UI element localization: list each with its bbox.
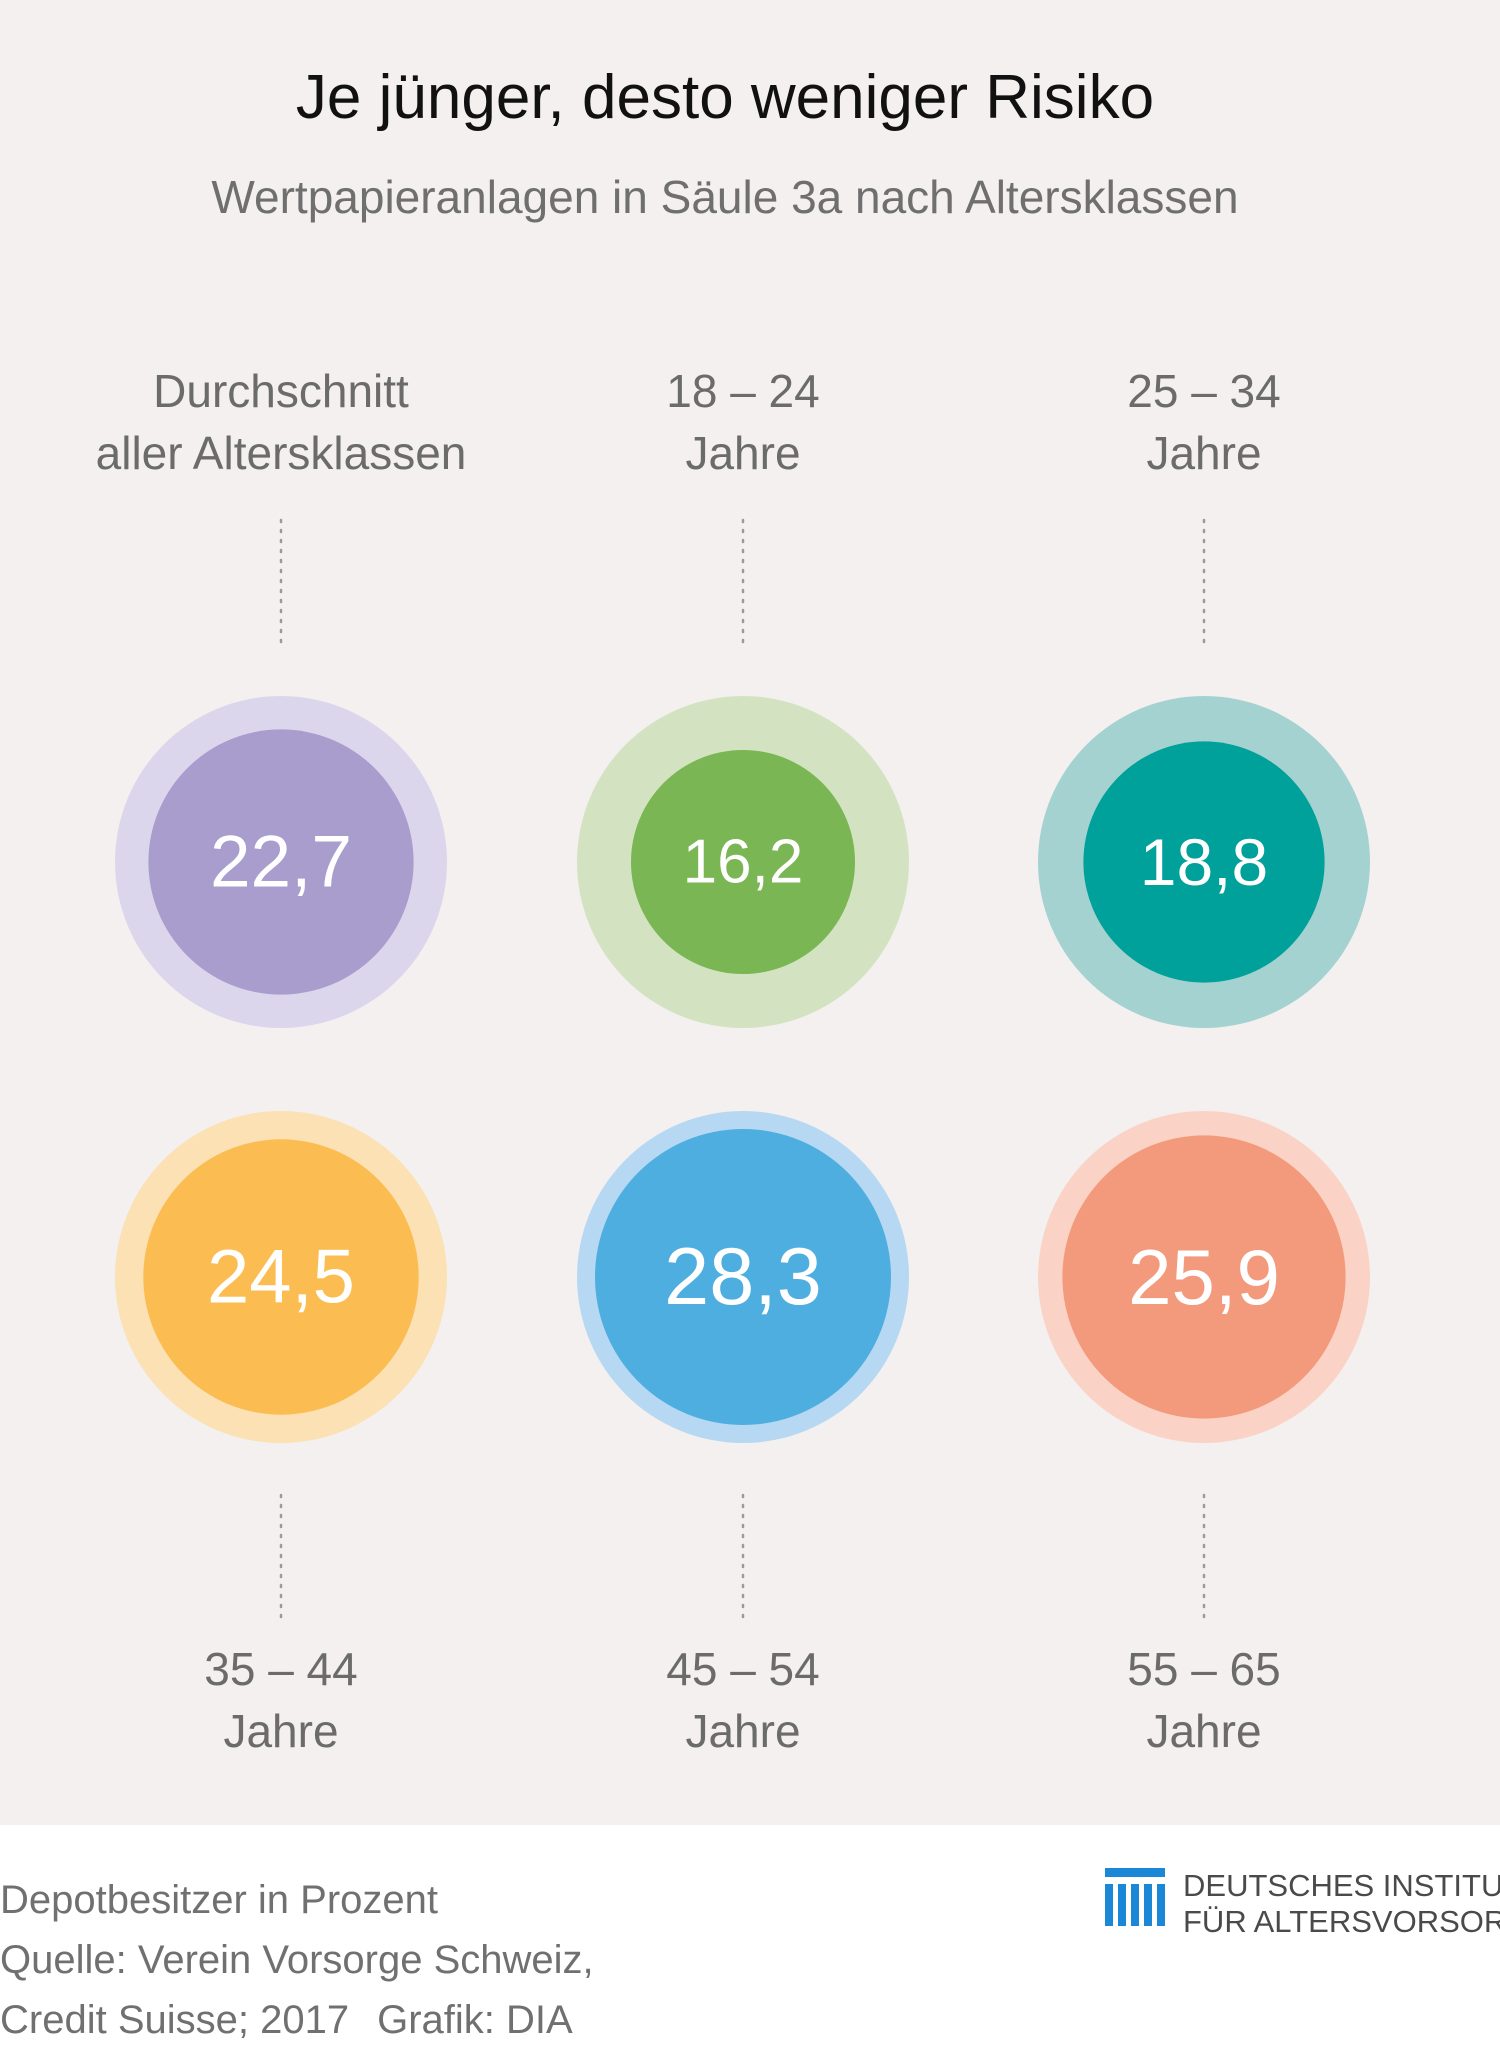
category-label-55-65: 55 – 65 Jahre [964, 1638, 1444, 1762]
category-label-45-54: 45 – 54 Jahre [503, 1638, 983, 1762]
bubble-value-label: 18,8 [1140, 825, 1268, 899]
category-label-25-34: 25 – 34 Jahre [964, 360, 1444, 484]
category-label-line2: aller Altersklassen [95, 427, 467, 479]
bubble-value-circle [143, 1139, 419, 1415]
category-label-line2: Jahre [1146, 1705, 1262, 1757]
category-label-line2: Jahre [685, 427, 801, 479]
category-label-line2: Jahre [685, 1705, 801, 1757]
logo-column-3 [1131, 1884, 1139, 1926]
bubble-value-circle [631, 750, 855, 974]
category-label-line2: Jahre [223, 1705, 339, 1757]
category-label-line1: Durchschnitt [153, 365, 409, 417]
chart-subtitle: Wertpapieranlagen in Säule 3a nach Alter… [211, 171, 1239, 223]
bubble-value-label: 28,3 [664, 1232, 822, 1322]
logo-column-2 [1118, 1884, 1126, 1926]
bubble-value-label: 22,7 [210, 822, 352, 903]
dia-logo-icon [1105, 1868, 1165, 1926]
logo-column-5 [1157, 1884, 1165, 1926]
bubble-value-label: 24,5 [207, 1235, 355, 1320]
logo-wordmark: DEUTSCHES INSTITUT FÜR ALTERSVORSORGE [1183, 1868, 1500, 1940]
source-year: Credit Suisse; 2017 [0, 1998, 350, 2042]
unit-note: Depotbesitzer in Prozent [0, 1878, 439, 1922]
bubble-chart: 22,7 16,2 18,8 24,5 28,3 25,9 [115, 518, 1370, 1620]
bubble-value-label: 16,2 [683, 828, 804, 897]
category-label-line1: 35 – 44 [204, 1643, 358, 1695]
category-label-line2: Jahre [1146, 427, 1262, 479]
bubble-value-circle [1062, 1135, 1346, 1419]
category-label-18-24: 18 – 24 Jahre [503, 360, 983, 484]
graphic-credit: Grafik: DIA [377, 1998, 573, 2042]
category-label-35-44: 35 – 44 Jahre [41, 1638, 521, 1762]
bubble-value-label: 25,9 [1128, 1233, 1280, 1321]
category-label-line1: 55 – 65 [1127, 1643, 1281, 1695]
logo-top-bar [1105, 1868, 1165, 1877]
category-label-average: Durchschnitt aller Altersklassen [41, 360, 521, 484]
footer-notes: Depotbesitzer in Prozent Quelle: Verein … [0, 1870, 594, 2050]
bubble-value-circle [148, 729, 414, 995]
logo-line1: DEUTSCHES INSTITUT [1183, 1868, 1500, 1903]
category-label-line1: 45 – 54 [666, 1643, 820, 1695]
bubble-value-circle [1083, 741, 1325, 983]
logo-column-1 [1105, 1884, 1113, 1926]
category-label-line1: 25 – 34 [1127, 365, 1281, 417]
source-credit-line: Credit Suisse; 2017 Grafik: DIA [0, 1990, 594, 2050]
logo-line2: FÜR ALTERSVORSORGE [1183, 1904, 1500, 1939]
logo-column-4 [1144, 1884, 1152, 1926]
source-line: Quelle: Verein Vorsorge Schweiz, [0, 1938, 594, 1982]
bubble-value-circle [595, 1129, 891, 1425]
chart-title: Je jünger, desto weniger Risiko [295, 63, 1155, 132]
category-label-line1: 18 – 24 [666, 365, 820, 417]
